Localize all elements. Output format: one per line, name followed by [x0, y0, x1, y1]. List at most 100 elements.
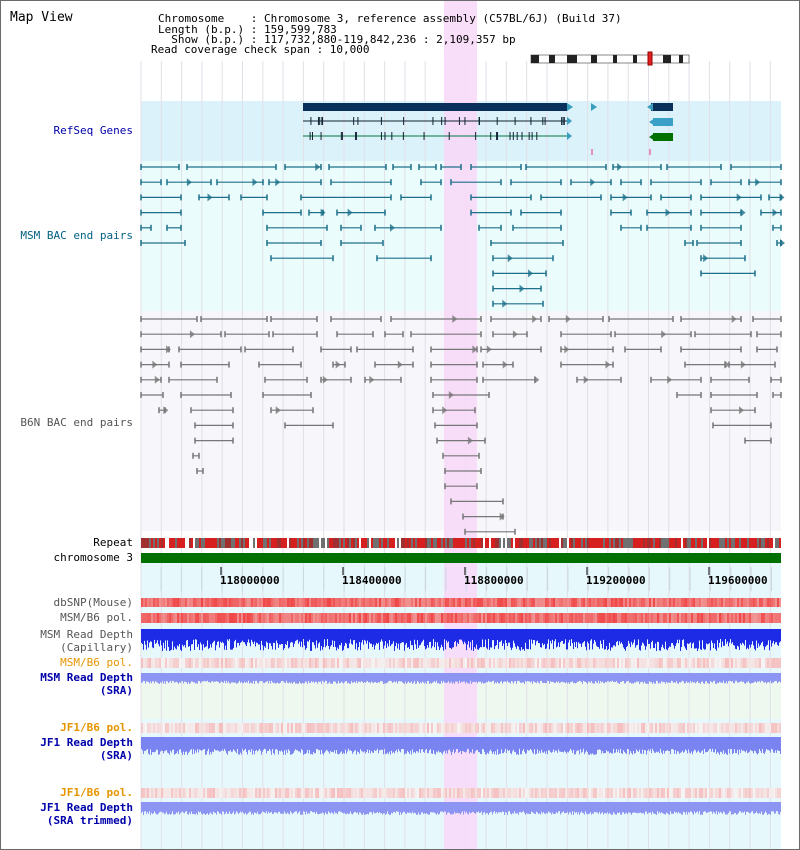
jf1-sra-depth-bar: [271, 737, 272, 755]
msm-capillary-depth-bar: [474, 629, 475, 648]
jf1-trimmed-depth-bar: [307, 802, 308, 815]
repeat-segment: [291, 538, 293, 548]
jf1-trimmed-depth-bar: [479, 802, 480, 813]
msm-sra-depth-bar: [644, 673, 645, 682]
msm-sra-depth-bar: [687, 673, 688, 683]
jf1-sra-depth-bar: [508, 737, 509, 751]
dbsnp-heat: [261, 598, 263, 607]
msm-pol-heat: [431, 613, 433, 623]
msm-pol-sra-heat: [497, 658, 499, 668]
msm-capillary-depth-bar: [223, 629, 224, 644]
repeat-segment: [143, 538, 145, 548]
msm-capillary-depth-bar: [509, 629, 510, 643]
repeat-segment: [273, 538, 275, 548]
jf1-trimmed-depth-bar: [232, 802, 233, 814]
jf1-trimmed-depth-bar: [564, 802, 565, 814]
jf1-pol-2-heat: [573, 788, 575, 798]
jf1-pol-2-heat: [449, 788, 451, 798]
dbsnp-heat: [677, 598, 679, 607]
dbsnp-heat: [245, 598, 247, 607]
dbsnp-heat: [627, 598, 629, 607]
jf1-trimmed-depth-bar: [389, 802, 390, 815]
msm-sra-depth-bar: [653, 673, 654, 683]
msm-capillary-depth-bar: [614, 629, 615, 646]
msm-sra-depth-bar: [341, 673, 342, 682]
jf1-pol-2-heat: [199, 788, 201, 798]
dbsnp-heat: [437, 598, 439, 607]
msm-capillary-depth-bar: [521, 629, 522, 648]
msm-sra-depth-bar: [657, 673, 658, 682]
repeat-segment: [471, 538, 473, 548]
msm-pol-heat: [253, 613, 255, 623]
msm-sra-depth-bar: [481, 673, 482, 684]
b6n-bac-pair-arrow: [152, 360, 158, 369]
jf1-sra-depth-bar: [579, 737, 580, 755]
msm-pol-sra-heat: [585, 658, 587, 668]
jf1-sra-depth-bar: [592, 737, 593, 754]
jf1-sra-depth-bar: [404, 737, 405, 755]
msm-pol-heat: [357, 613, 359, 623]
jf1-trimmed-depth-bar: [549, 802, 550, 813]
msm-capillary-depth-bar: [250, 629, 251, 647]
jf1-pol-heat: [329, 723, 331, 733]
msm-capillary-depth-bar: [480, 629, 481, 647]
msm-capillary-depth-bar: [340, 629, 341, 646]
jf1-trimmed-depth-bar: [230, 802, 231, 814]
jf1-sra-depth-bar: [381, 737, 382, 750]
jf1-trimmed-depth-bar: [553, 802, 554, 814]
msm-sra-depth-bar: [205, 673, 206, 682]
repeat-segment: [227, 538, 229, 548]
jf1-pol-heat: [629, 723, 631, 733]
jf1-trimmed-depth-bar: [592, 802, 593, 814]
msm-capillary-depth-bar: [381, 629, 382, 640]
msm-capillary-depth-bar: [595, 629, 596, 642]
repeat-segment: [457, 538, 459, 548]
jf1-sra-depth-bar: [693, 737, 694, 752]
dbsnp-heat: [751, 598, 753, 607]
msm-pol-sra-heat: [299, 658, 301, 668]
msm-sra-depth-bar: [638, 673, 639, 682]
repeat-segment: [303, 538, 305, 548]
msm-capillary-depth-bar: [277, 629, 278, 644]
msm-sra-depth-bar: [433, 673, 434, 683]
jf1-sra-depth-bar: [570, 737, 571, 749]
msm-sra-depth-bar: [320, 673, 321, 682]
jf1-sra-depth-bar: [360, 737, 361, 750]
jf1-trimmed-depth-bar: [186, 802, 187, 812]
jf1-trimmed-depth-bar: [247, 802, 248, 814]
repeat-segment: [579, 538, 581, 548]
dbsnp-heat: [347, 598, 349, 607]
msm-capillary-depth-bar: [365, 629, 366, 641]
msm-sra-depth-bar: [336, 673, 337, 684]
msm-sra-depth-bar: [581, 673, 582, 683]
jf1-sra-depth-bar: [671, 737, 672, 750]
msm-capillary-depth-bar: [202, 629, 203, 651]
jf1-pol-2-heat: [727, 788, 729, 798]
jf1-pol-2-heat: [561, 788, 563, 798]
msm-sra-depth-bar: [420, 673, 421, 683]
msm-sra-depth-bar: [462, 673, 463, 683]
jf1-trimmed-depth-bar: [188, 802, 189, 815]
dbsnp-heat: [299, 598, 301, 607]
jf1-pol-2-heat: [707, 788, 709, 798]
msm-pol-heat: [385, 613, 387, 623]
msm-sra-depth-bar: [755, 673, 756, 682]
jf1-pol-2-heat: [277, 788, 279, 798]
dbsnp-heat: [663, 598, 665, 607]
dbsnp-heat: [293, 598, 295, 607]
msm-pol-heat: [315, 613, 317, 623]
jf1-sra-depth-bar: [415, 737, 416, 754]
jf1-pol-2-heat: [663, 788, 665, 798]
repeat-segment: [503, 538, 505, 548]
jf1-trimmed-depth-bar: [582, 802, 583, 813]
jf1-sra-depth-bar: [397, 737, 398, 753]
msm-pol-heat: [331, 613, 333, 623]
jf1-trimmed-depth-bar: [328, 802, 329, 812]
msm-sra-depth-bar: [377, 673, 378, 683]
jf1-sra-depth-bar: [745, 737, 746, 753]
jf1-trimmed-depth-bar: [379, 802, 380, 813]
jf1-pol-heat: [149, 723, 151, 733]
msm-pol-sra-heat: [767, 658, 769, 668]
jf1-pol-2-heat: [509, 788, 511, 798]
